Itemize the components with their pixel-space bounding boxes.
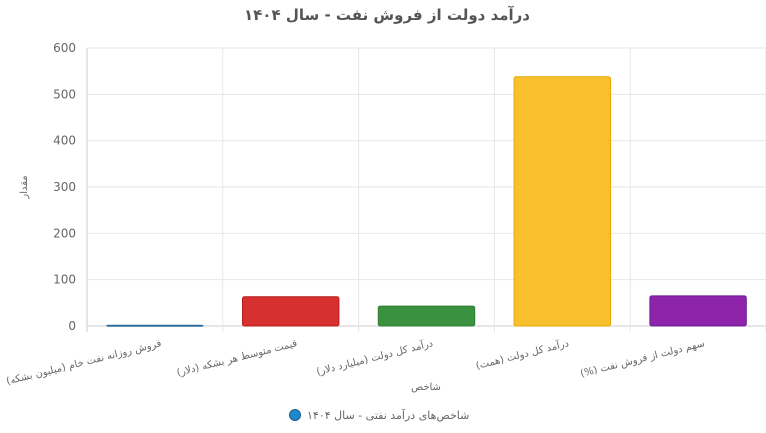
- bar[interactable]: [513, 76, 612, 327]
- x-tick-label: قیمت متوسط هر بشکه (دلار): [176, 338, 299, 379]
- x-tick-label: (%) سهم دولت از فروش نفت: [579, 338, 705, 380]
- y-axis-title: مقدار: [19, 175, 30, 199]
- bar[interactable]: [241, 296, 340, 327]
- y-tick-label: 0: [68, 319, 76, 333]
- bar[interactable]: [377, 305, 476, 327]
- legend-marker[interactable]: [289, 409, 301, 421]
- legend[interactable]: شاخص‌های درآمد نفتی - سال ۱۴۰۴: [289, 408, 470, 422]
- y-axis-ticks: 0 100 200 300 400 500 600: [53, 41, 76, 333]
- bar[interactable]: [106, 324, 204, 327]
- y-tick-label: 200: [53, 226, 76, 240]
- x-axis-title: شاخص: [411, 382, 441, 393]
- y-tick-label: 400: [53, 134, 76, 148]
- y-tick-label: 300: [53, 180, 76, 194]
- x-axis-ticks: فروش روزانه نفت خام (میلیون بشکه) قیمت مت…: [5, 336, 705, 387]
- y-tick-label: 100: [53, 273, 76, 287]
- chart-title: درآمد دولت از فروش نفت - سال ۱۴۰۴: [244, 6, 530, 24]
- bar[interactable]: [649, 295, 747, 327]
- x-tick-label: درآمد کل دولت (همت): [474, 336, 570, 372]
- grid-lines: [86, 47, 766, 332]
- y-tick-label: 600: [53, 41, 76, 55]
- legend-label[interactable]: شاخص‌های درآمد نفتی - سال ۱۴۰۴: [307, 408, 469, 422]
- y-tick-label: 500: [53, 87, 76, 101]
- x-tick-label: درآمد کل دولت (میلیارد دلار): [315, 336, 434, 378]
- x-tick-label: فروش روزانه نفت خام (میلیون بشکه): [5, 338, 162, 387]
- bars: [106, 76, 747, 327]
